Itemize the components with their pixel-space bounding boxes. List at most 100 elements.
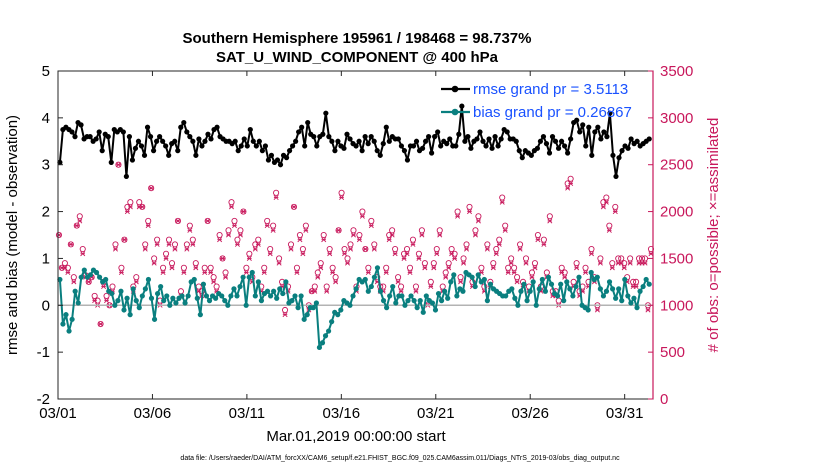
obs-assimilated-point	[464, 246, 470, 252]
rmse-point	[163, 143, 169, 149]
rmse-point	[537, 138, 544, 144]
obs-possible-point	[67, 241, 74, 248]
obs-possible-point	[207, 264, 214, 271]
bias-point	[512, 295, 518, 301]
x-tick-label: 03/01	[39, 405, 77, 422]
rmse-point	[610, 152, 616, 158]
bias-point	[472, 283, 478, 290]
rmse-point	[72, 134, 78, 140]
rmse-point	[93, 136, 99, 142]
obs-assimilated-point	[234, 241, 240, 247]
obs-possible-point	[496, 236, 503, 243]
obs-assimilated-point	[594, 307, 600, 313]
obs-possible-point	[219, 255, 226, 262]
obs-assimilated-point	[333, 279, 339, 285]
obs-assimilated-point	[508, 260, 514, 266]
bias-point	[509, 286, 515, 292]
bias-point	[530, 279, 536, 285]
rmse-point	[444, 141, 450, 147]
obs-assimilated-point	[86, 279, 92, 285]
obs-possible-point	[615, 255, 622, 262]
obs-assimilated-point	[208, 269, 214, 276]
rmse-point	[453, 143, 459, 149]
obs-assimilated-point	[642, 260, 648, 266]
obs-assimilated-point	[121, 237, 127, 243]
bias-point	[252, 293, 258, 299]
bias-point	[594, 274, 600, 280]
bias-point	[365, 288, 371, 294]
obs-assimilated-point	[228, 204, 235, 210]
bias-point	[628, 300, 634, 306]
bias-point	[313, 300, 319, 306]
rmse-point	[323, 110, 329, 116]
rmse-point	[302, 143, 308, 149]
rmse-point	[565, 150, 571, 156]
rmse-point	[181, 119, 187, 126]
rmse-point	[105, 134, 111, 140]
obs-possible-point	[201, 264, 208, 271]
bias-point	[240, 274, 246, 280]
rmse-point	[235, 148, 241, 154]
obs-possible-point	[505, 264, 512, 271]
bias-point	[515, 302, 521, 308]
rmse-point	[380, 141, 386, 147]
bias-point	[600, 293, 607, 299]
obs-assimilated-point	[395, 279, 401, 285]
obs-assimilated-point	[446, 265, 452, 271]
obs-assimilated-point	[410, 241, 416, 247]
obs-assimilated-point	[565, 185, 571, 191]
obs-assimilated-point	[484, 246, 490, 252]
obs-possible-point	[534, 231, 541, 239]
bias-point	[518, 288, 524, 294]
obs-possible-point	[332, 274, 339, 281]
obs-assimilated-point	[547, 218, 553, 224]
obs-assimilated-point	[345, 260, 351, 266]
obs-assimilated-point	[568, 180, 574, 186]
obs-possible-point	[168, 260, 176, 267]
bias-point	[585, 307, 591, 313]
bias-point	[228, 293, 234, 299]
rmse-point	[562, 143, 568, 149]
obs-assimilated-point	[276, 260, 282, 266]
bias-point	[539, 276, 545, 283]
rmse-point	[208, 136, 214, 142]
obs-possible-point	[347, 241, 354, 248]
obs-possible-point	[142, 241, 149, 248]
bias-point	[194, 295, 200, 301]
obs-assimilated-point	[145, 223, 151, 229]
obs-assimilated-point	[371, 246, 377, 252]
bias-point	[387, 293, 393, 299]
bias-point	[289, 298, 295, 304]
bias-point	[646, 281, 652, 287]
obs-assimilated-point	[169, 265, 175, 271]
bias-point	[87, 272, 94, 278]
rmse-point	[244, 143, 250, 149]
obs-possible-point	[445, 260, 452, 267]
rmse-point	[513, 138, 519, 144]
rmse-point	[129, 157, 136, 163]
bias-point	[527, 288, 533, 294]
bias-point	[545, 274, 552, 280]
rmse-point	[147, 134, 154, 140]
rmse-point	[486, 136, 492, 142]
obs-assimilated-point	[541, 241, 547, 247]
obs-assimilated-point	[434, 251, 440, 257]
x-axis-label: Mar.01,2019 00:00:00 start	[266, 428, 446, 445]
rmse-point	[477, 129, 483, 135]
rmse-point	[625, 145, 631, 151]
obs-possible-point	[264, 217, 271, 224]
bias-point	[411, 298, 417, 304]
obs-assimilated-point	[449, 251, 455, 257]
bias-point	[613, 295, 619, 301]
obs-possible-point	[222, 269, 229, 276]
rmse-point	[250, 138, 256, 144]
bias-point	[402, 302, 408, 308]
obs-assimilated-point	[217, 237, 223, 243]
obs-possible-point	[398, 283, 405, 290]
obs-assimilated-point	[77, 218, 83, 224]
bias-point	[435, 290, 442, 297]
bias-point	[445, 295, 451, 301]
bias-point	[283, 279, 289, 285]
bias-point	[469, 274, 475, 280]
bias-point	[374, 265, 381, 271]
